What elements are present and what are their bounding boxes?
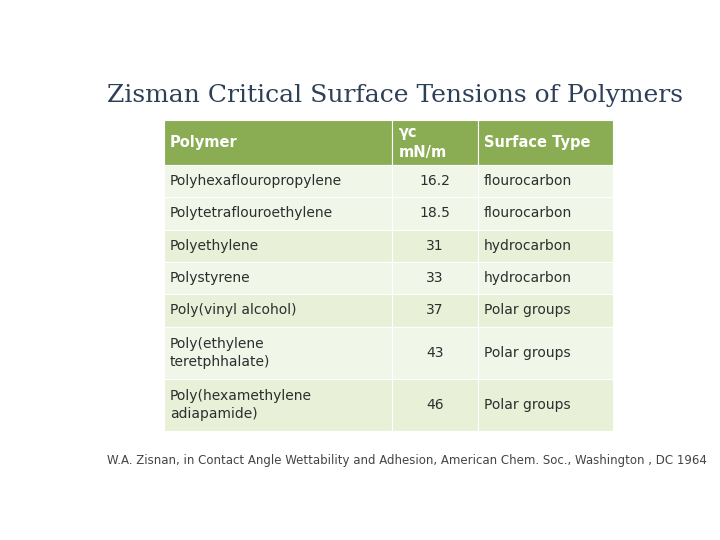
Bar [392,327,477,379]
Text: 37: 37 [426,303,444,318]
Text: W.A. Zisnan, in Contact Angle Wettability and Adhesion, American Chem. Soc., Was: W.A. Zisnan, in Contact Angle Wettabilit… [107,454,707,467]
Text: Zisman Critical Surface Tensions of Polymers: Zisman Critical Surface Tensions of Poly… [107,84,683,107]
Bar [477,294,613,327]
Text: Polar groups: Polar groups [484,398,570,412]
Bar [477,120,613,165]
Text: Polyethylene: Polyethylene [170,239,259,253]
Bar [392,165,477,197]
Text: hydrocarbon: hydrocarbon [484,239,572,253]
Bar [163,327,392,379]
Bar [392,262,477,294]
Text: Polar groups: Polar groups [484,303,570,318]
Bar [477,327,613,379]
Bar [477,197,613,230]
Bar [163,230,392,262]
Bar [163,294,392,327]
Bar [392,294,477,327]
Text: Polymer: Polymer [170,135,238,150]
Bar [163,379,392,431]
Bar [163,262,392,294]
Text: 18.5: 18.5 [420,206,450,220]
Text: hydrocarbon: hydrocarbon [484,271,572,285]
Bar [477,230,613,262]
Bar [392,120,477,165]
Text: Surface Type: Surface Type [484,135,590,150]
Text: 43: 43 [426,346,444,360]
Bar [477,262,613,294]
Text: Poly(vinyl alcohol): Poly(vinyl alcohol) [170,303,297,318]
Text: Poly(hexamethylene
adiapamide): Poly(hexamethylene adiapamide) [170,389,312,421]
Text: flourocarbon: flourocarbon [484,174,572,188]
Text: γc
mN/m: γc mN/m [398,125,446,160]
Bar [392,379,477,431]
Text: Polytetraflouroethylene: Polytetraflouroethylene [170,206,333,220]
Text: flourocarbon: flourocarbon [484,206,572,220]
Text: Polar groups: Polar groups [484,346,570,360]
Bar [477,379,613,431]
Text: Poly(ethylene
teretphhalate): Poly(ethylene teretphhalate) [170,336,270,369]
Text: Polystyrene: Polystyrene [170,271,251,285]
Bar [392,230,477,262]
Bar [163,120,392,165]
Text: Polyhexaflouropropylene: Polyhexaflouropropylene [170,174,342,188]
Bar [392,197,477,230]
Text: 16.2: 16.2 [420,174,450,188]
Bar [163,197,392,230]
Bar [477,165,613,197]
Text: 31: 31 [426,239,444,253]
Bar [163,165,392,197]
Text: 33: 33 [426,271,444,285]
Text: 46: 46 [426,398,444,412]
